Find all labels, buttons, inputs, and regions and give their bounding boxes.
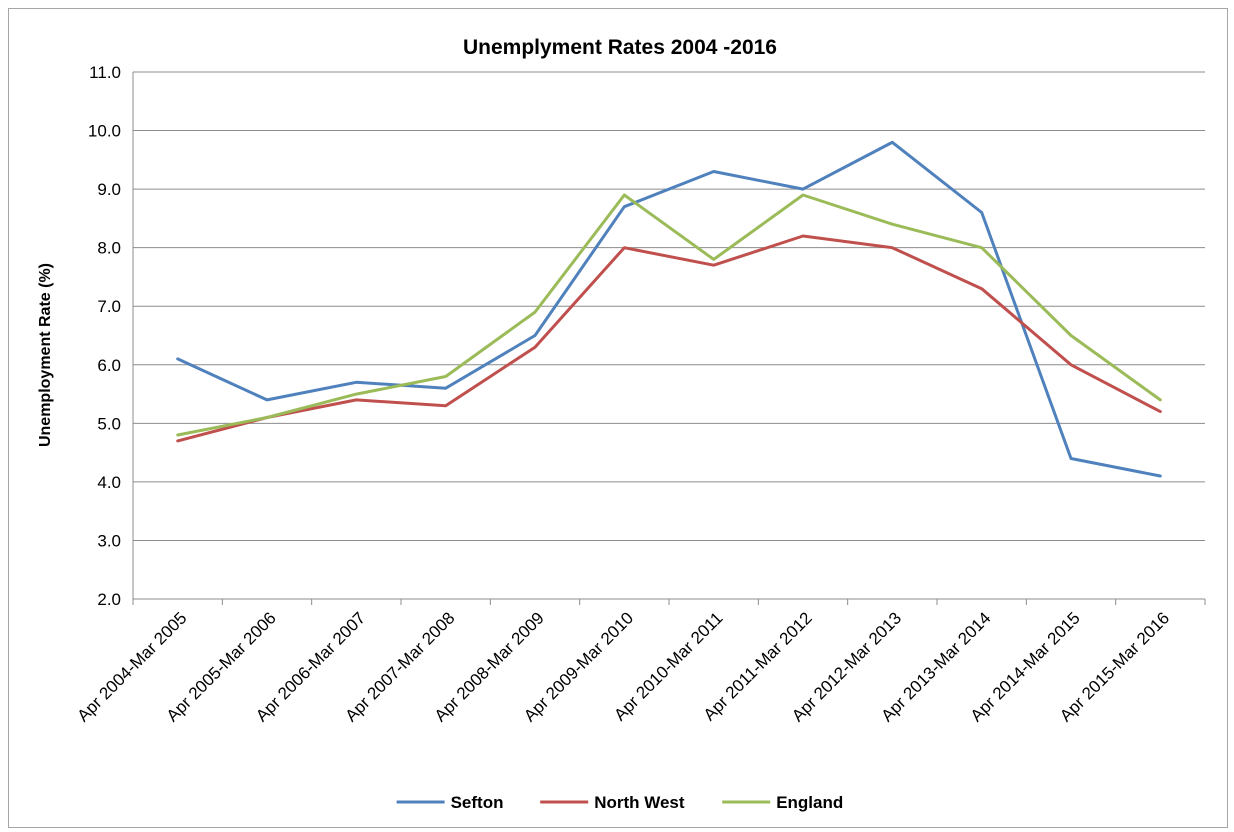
gridlines xyxy=(132,71,1206,605)
y-tick-label: 10.0 xyxy=(88,122,121,141)
y-tick-label: 8.0 xyxy=(97,239,121,258)
y-tick-label: 6.0 xyxy=(97,356,121,375)
series-line-north-west xyxy=(176,234,1162,443)
series-lines xyxy=(176,140,1162,478)
y-tick-label: 3.0 xyxy=(97,531,121,550)
series-line-england xyxy=(176,193,1162,437)
legend-label-sefton: Sefton xyxy=(451,793,504,812)
y-tick-label: 5.0 xyxy=(97,414,121,433)
y-axis-label: Unemployment Rate (%) xyxy=(37,263,54,447)
series-line-sefton xyxy=(176,140,1162,478)
y-tick-label: 2.0 xyxy=(97,590,121,609)
y-tick-labels: 2.0 3.0 4.0 5.0 6.0 7.0 8.0 9.0 10.0 11.0 xyxy=(88,63,121,609)
y-tick-label: 4.0 xyxy=(97,473,121,492)
legend: Sefton North West England xyxy=(396,793,843,812)
y-tick-label: 7.0 xyxy=(97,297,121,316)
legend-label-north-west: North West xyxy=(594,793,685,812)
y-tick-label: 11.0 xyxy=(89,63,121,82)
legend-label-england: England xyxy=(776,793,843,812)
chart-frame xyxy=(8,8,1228,828)
y-tick-label: 9.0 xyxy=(97,180,121,199)
chart-title: Unemplyment Rates 2004 -2016 xyxy=(463,36,777,59)
